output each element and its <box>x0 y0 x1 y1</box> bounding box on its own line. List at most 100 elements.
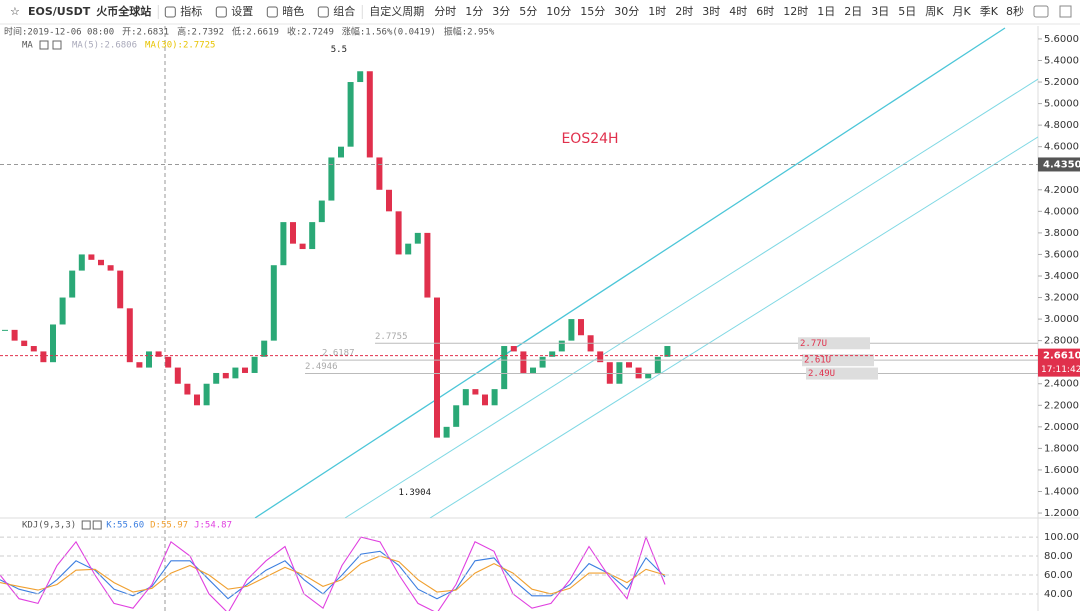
legend-entry: K:55.60 <box>106 521 144 531</box>
candle <box>222 372 229 379</box>
ma5-legend: MA(5):2.6806 <box>72 41 137 51</box>
candle <box>549 351 556 357</box>
y-tick-label: 2.0000 <box>1044 422 1079 433</box>
candle <box>626 362 632 368</box>
candle <box>117 270 124 309</box>
candle <box>251 356 258 373</box>
candle <box>30 346 37 352</box>
candle <box>597 351 604 363</box>
y-tick-label: 2.4000 <box>1044 379 1079 390</box>
symbol: EOS/USDT <box>28 5 91 18</box>
y-tick-label: 4.8000 <box>1044 120 1079 131</box>
period[interactable]: 1日 <box>817 5 835 18</box>
candle <box>98 259 104 266</box>
star-icon[interactable]: ☆ <box>10 5 20 18</box>
last-price: 2.6610 <box>1043 351 1080 362</box>
y-tick-label: 5.6000 <box>1044 34 1079 45</box>
toolbar-button[interactable]: 指标 <box>180 4 202 18</box>
candle <box>501 346 508 390</box>
ohlc-info: 高:2.7392 <box>177 26 224 38</box>
y-tick-label: 1.6000 <box>1044 465 1079 476</box>
period[interactable]: 3时 <box>702 5 720 18</box>
period[interactable]: 4时 <box>729 5 747 18</box>
toolbar-button[interactable]: 组合 <box>333 4 355 18</box>
kdj-line <box>0 535 666 611</box>
candle <box>309 222 316 250</box>
custom-period[interactable]: 自定义周期 <box>369 4 424 18</box>
candle <box>261 340 268 357</box>
candle <box>606 362 613 384</box>
camera-icon[interactable] <box>1033 5 1049 18</box>
ma-name: MA <box>22 41 33 51</box>
toolbar-button[interactable]: 暗色 <box>282 4 304 18</box>
y-tick-label: 1.2000 <box>1044 508 1079 519</box>
candle <box>414 232 421 244</box>
y-tick-label: 40.00 <box>1044 589 1073 600</box>
period[interactable]: 分时 <box>434 5 456 18</box>
y-tick-label: 2.8000 <box>1044 336 1079 347</box>
period[interactable]: 2时 <box>675 5 693 18</box>
refresh: 8秒 <box>1006 4 1024 18</box>
period[interactable]: 5分 <box>519 5 537 18</box>
y-tick-label: 5.4000 <box>1044 55 1079 66</box>
y-tick-label: 4.6000 <box>1044 142 1079 153</box>
candle <box>453 405 460 427</box>
candle <box>510 346 517 352</box>
candle <box>386 189 392 212</box>
y-tick-label: 3.2000 <box>1044 293 1079 304</box>
ohlc-info: 开:2.6831 <box>122 27 169 38</box>
period[interactable]: 5日 <box>898 5 916 18</box>
toolbar-button[interactable]: 设置 <box>231 5 253 18</box>
candle <box>616 362 623 384</box>
close-icon[interactable] <box>92 520 102 530</box>
period[interactable]: 1分 <box>465 5 483 18</box>
period[interactable]: 6时 <box>756 5 774 18</box>
period[interactable]: 15分 <box>580 5 605 18</box>
candle <box>194 394 200 406</box>
settings-icon[interactable] <box>81 520 91 530</box>
level-tag-box <box>802 354 874 367</box>
period[interactable]: 3分 <box>492 5 510 18</box>
chart-title: EOS24H <box>561 131 618 147</box>
settings-icon[interactable] <box>39 40 49 50</box>
candle <box>520 351 527 373</box>
period[interactable]: 10分 <box>546 5 571 18</box>
period[interactable]: 季K <box>980 5 999 18</box>
candle <box>472 389 479 395</box>
period[interactable]: 2日 <box>844 5 862 18</box>
button-icon <box>317 6 329 18</box>
ma30-legend: MA(30):2.7725 <box>145 41 215 51</box>
ohlc-info: 时间:2019-12-06 08:00 <box>4 26 114 38</box>
legend-entry: J:54.87 <box>194 521 232 531</box>
y-tick-label: 3.8000 <box>1044 228 1079 239</box>
ohlc-info: 收:2.7249 <box>287 26 334 38</box>
y-tick-label: 5.2000 <box>1044 77 1079 88</box>
candle <box>357 71 364 83</box>
period[interactable]: 1时 <box>648 5 666 18</box>
channel-lower <box>429 136 1038 518</box>
candle <box>539 356 546 368</box>
candle <box>395 211 402 255</box>
legend-entry: D:55.97 <box>150 521 188 531</box>
y-tick-label: 3.4000 <box>1044 271 1079 282</box>
candle <box>165 356 172 368</box>
candle <box>146 351 152 368</box>
ohlc-info: 涨幅:1.56%(0.0419) <box>342 26 436 38</box>
level-label: 2.6187 <box>322 349 355 359</box>
fullscreen-icon[interactable] <box>1059 5 1072 18</box>
close-icon[interactable] <box>52 40 62 50</box>
candle <box>405 243 412 255</box>
period[interactable]: 3日 <box>871 5 889 18</box>
candle <box>290 222 296 244</box>
drawing-tools <box>254 27 1038 518</box>
crosshair-tag <box>1038 157 1080 172</box>
period[interactable]: 周K <box>925 5 944 18</box>
candle <box>530 367 536 373</box>
period[interactable]: 30分 <box>614 5 639 18</box>
ohlc-info: 振幅:2.95% <box>444 26 495 38</box>
candle <box>299 243 306 250</box>
candle <box>78 254 85 271</box>
period[interactable]: 月K <box>953 5 972 18</box>
period[interactable]: 12时 <box>783 5 808 18</box>
candle <box>347 82 354 147</box>
